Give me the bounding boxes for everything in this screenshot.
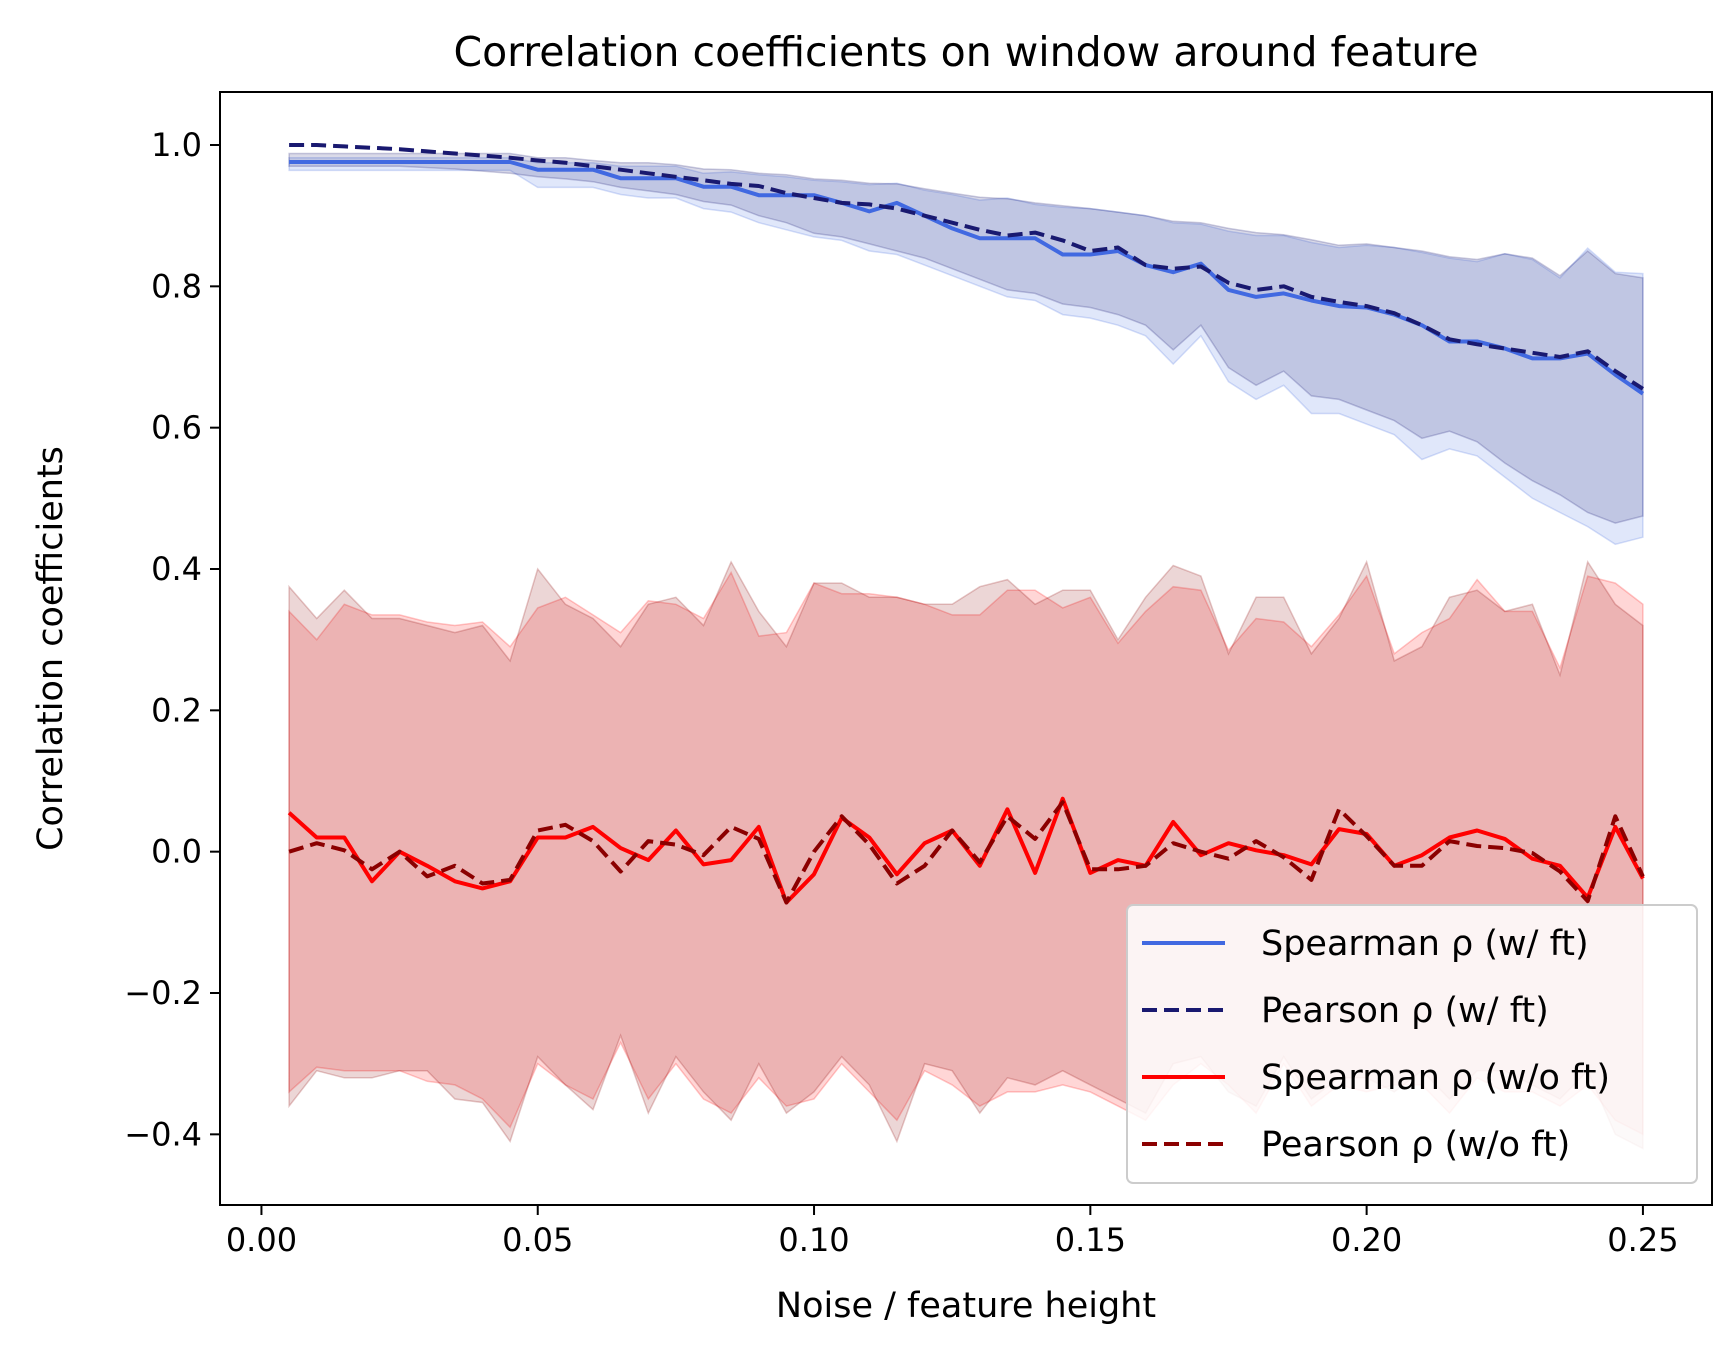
y-tick-label: 0.8 bbox=[151, 267, 202, 305]
y-tick-label: 0.2 bbox=[151, 691, 202, 729]
series-lines bbox=[287, 143, 1645, 905]
legend-label: Spearman ρ (w/ ft) bbox=[1261, 924, 1589, 964]
y-tick-label: −0.4 bbox=[124, 1115, 202, 1153]
legend-box bbox=[1126, 904, 1698, 1184]
band-spearman-w-ft bbox=[288, 156, 1644, 546]
y-tick-label: 0.0 bbox=[151, 833, 202, 871]
legend-label: Pearson ρ (w/ ft) bbox=[1261, 991, 1549, 1031]
line-pearson-w-o-ft bbox=[288, 800, 1645, 905]
y-axis: −0.4 −0.2 0.0 0.2 0.4 0.6 0.8 1.0 bbox=[124, 126, 220, 1153]
line-pearson-w-ft bbox=[289, 143, 1644, 391]
y-axis-label: Correlation coefficients bbox=[31, 446, 71, 851]
y-tick-label: 0.6 bbox=[151, 409, 202, 447]
legend: Spearman ρ (w/ ft) Pearson ρ (w/ ft) Spear… bbox=[1126, 904, 1698, 1184]
y-tick-label: 1.0 bbox=[151, 126, 202, 164]
band-pearson-w-ft bbox=[288, 152, 1644, 524]
x-tick-label: 0.00 bbox=[226, 1221, 297, 1259]
legend-label: Pearson ρ (w/o ft) bbox=[1261, 1125, 1570, 1165]
x-tick-label: 0.25 bbox=[1607, 1221, 1678, 1259]
x-tick-label: 0.10 bbox=[778, 1221, 849, 1259]
x-axis: 0.00 0.05 0.10 0.15 0.20 0.25 bbox=[226, 1205, 1679, 1259]
x-tick-label: 0.05 bbox=[502, 1221, 573, 1259]
legend-label: Spearman ρ (w/o ft) bbox=[1261, 1058, 1610, 1098]
plot-frame bbox=[219, 91, 1713, 1206]
chart-title: Correlation coefficients on window aroun… bbox=[453, 28, 1478, 76]
x-tick-label: 0.15 bbox=[1055, 1221, 1126, 1259]
x-axis-label: Noise / feature height bbox=[776, 1286, 1156, 1326]
y-tick-label: −0.2 bbox=[124, 974, 202, 1012]
y-tick-label: 0.4 bbox=[151, 550, 202, 588]
x-tick-label: 0.20 bbox=[1331, 1221, 1402, 1259]
